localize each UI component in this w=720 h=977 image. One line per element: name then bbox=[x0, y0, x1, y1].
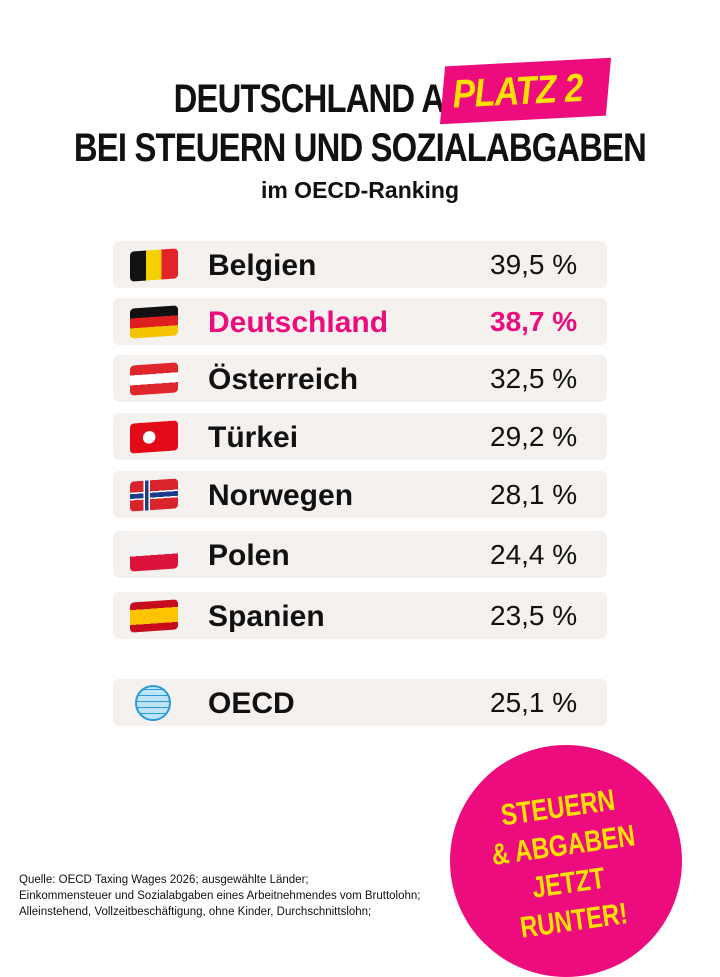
austria-flag-icon bbox=[130, 362, 178, 396]
table-row: Deutschland 38,7 % bbox=[113, 298, 607, 345]
source-line: Alleinstehend, Vollzeitbeschäftigung, oh… bbox=[19, 906, 372, 918]
table-row-oecd: OECD 25,1 % bbox=[113, 679, 607, 726]
country-name: Deutschland bbox=[208, 306, 389, 339]
title-line-2: BEI STEUERN UND SOZIALABGABEN bbox=[73, 126, 647, 170]
country-value: 39,5 % bbox=[490, 249, 578, 280]
country-name: Belgien bbox=[208, 249, 317, 282]
country-value: 25,1 % bbox=[490, 687, 578, 718]
country-name: OECD bbox=[208, 687, 295, 720]
country-value: 38,7 % bbox=[490, 306, 578, 337]
country-name: Spanien bbox=[208, 600, 325, 633]
slogan-text: STEUERN & ABGABEN JETZT RUNTER! bbox=[489, 783, 638, 945]
globe-icon bbox=[135, 685, 171, 721]
subtitle: im OECD-Ranking bbox=[260, 177, 460, 203]
source-line: Einkommensteuer und Sozialabgaben eines … bbox=[19, 890, 421, 902]
germany-flag-icon bbox=[130, 305, 178, 339]
table-row: Österreich 32,5 % bbox=[113, 355, 607, 402]
country-name: Österreich bbox=[208, 363, 359, 396]
table-row: Spanien 23,5 % bbox=[113, 592, 607, 639]
country-value: 23,5 % bbox=[490, 600, 578, 631]
table-row: Polen 24,4 % bbox=[113, 531, 607, 578]
source-line: Quelle: OECD Taxing Wages 2026; ausgewäh… bbox=[19, 874, 309, 886]
highlight-badge: PLATZ 2 bbox=[439, 57, 612, 125]
table-row: Belgien 39,5 % bbox=[113, 241, 607, 288]
slogan-badge: STEUERN & ABGABEN JETZT RUNTER! bbox=[450, 745, 682, 977]
poland-flag-icon bbox=[130, 538, 178, 572]
country-value: 24,4 % bbox=[490, 539, 578, 570]
country-value: 28,1 % bbox=[490, 479, 578, 510]
title-line-1: DEUTSCHLAND AUF bbox=[173, 77, 487, 121]
turkey-flag-icon bbox=[130, 420, 178, 454]
country-name: Türkei bbox=[208, 421, 299, 454]
country-value: 29,2 % bbox=[490, 421, 578, 452]
norway-flag-icon bbox=[130, 478, 178, 512]
spain-flag-icon bbox=[130, 599, 178, 633]
highlight-text: PLATZ 2 bbox=[451, 66, 584, 117]
country-name: Polen bbox=[208, 539, 290, 572]
belgium-flag-icon bbox=[130, 248, 178, 282]
source-note: Quelle: OECD Taxing Wages 2026; ausgewäh… bbox=[19, 872, 420, 920]
country-name: Norwegen bbox=[208, 479, 354, 512]
country-value: 32,5 % bbox=[490, 363, 578, 394]
table-row: Norwegen 28,1 % bbox=[113, 471, 607, 518]
table-row: Türkei 29,2 % bbox=[113, 413, 607, 460]
